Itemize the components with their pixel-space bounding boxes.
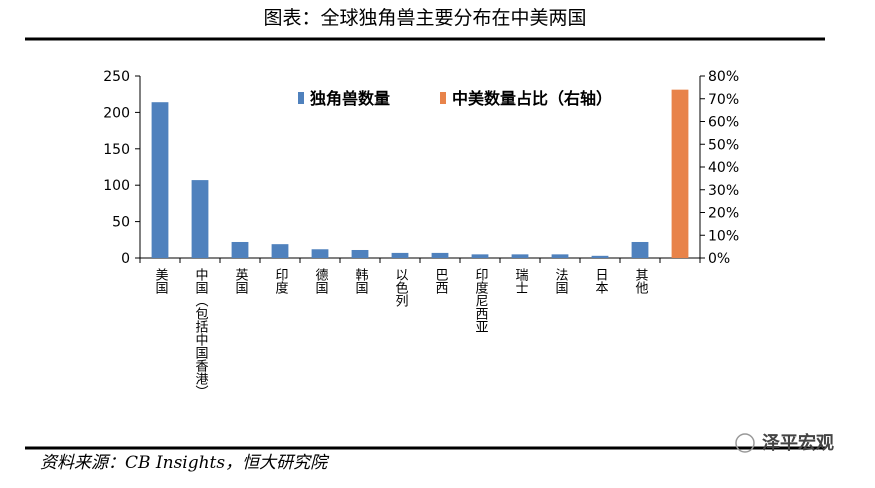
- x-tick-label: 巴西: [433, 268, 449, 294]
- bar: [191, 180, 209, 258]
- bar: [551, 254, 569, 258]
- x-tick-label: 印度: [273, 268, 289, 294]
- x-tick-label: 中国（包括中国香港）: [193, 268, 209, 398]
- x-tick-label: 英国: [233, 268, 249, 294]
- bar: [151, 102, 169, 258]
- legend-label: 独角兽数量: [310, 89, 390, 108]
- x-tick-label: 印度尼西亚: [473, 268, 489, 333]
- x-tick-label: 瑞士: [513, 268, 529, 294]
- x-tick-label: 以色列: [393, 268, 409, 308]
- y2-tick-label: 0%: [708, 251, 730, 267]
- bar: [391, 252, 409, 258]
- x-tick-label: 美国: [153, 268, 169, 294]
- y2-tick-label: 40%: [708, 160, 739, 176]
- y2-tick-label: 20%: [708, 206, 739, 222]
- y-tick-label: 100: [103, 178, 130, 194]
- bar: [271, 244, 289, 258]
- legend-swatch: [440, 92, 446, 104]
- x-tick-label: 韩国: [353, 268, 369, 294]
- x-tick-label: 日本: [593, 268, 609, 294]
- y2-tick-label: 10%: [708, 228, 739, 244]
- bar: [311, 249, 329, 258]
- x-tick-label: 法国: [553, 268, 569, 294]
- bar: [511, 254, 529, 258]
- y-tick-label: 50: [112, 215, 130, 231]
- y-tick-label: 0: [121, 251, 130, 267]
- chart-title: 图表：全球独角兽主要分布在中美两国: [263, 7, 586, 29]
- bar: [351, 249, 369, 258]
- y2-tick-label: 60%: [708, 115, 739, 131]
- bar: [431, 252, 449, 258]
- bar: [671, 89, 689, 259]
- y2-tick-label: 80%: [708, 69, 739, 85]
- legend-label: 中美数量占比（右轴）: [452, 89, 612, 108]
- source-note: 资料来源：CB Insights，恒大研究院: [40, 453, 330, 473]
- bar: [231, 241, 249, 258]
- y2-tick-label: 70%: [708, 92, 739, 108]
- x-tick-label: 德国: [313, 268, 329, 294]
- watermark-icon: [735, 433, 755, 453]
- watermark: 泽平宏观: [762, 432, 834, 454]
- y-tick-label: 150: [103, 142, 130, 158]
- y-tick-label: 200: [103, 105, 130, 121]
- bar: [631, 241, 649, 258]
- bar: [471, 254, 489, 258]
- y2-tick-label: 50%: [708, 137, 739, 153]
- legend-swatch: [298, 92, 304, 104]
- y-tick-label: 250: [103, 69, 130, 85]
- x-tick-label: 其他: [633, 268, 649, 295]
- bar: [591, 255, 609, 258]
- y2-tick-label: 30%: [708, 183, 739, 199]
